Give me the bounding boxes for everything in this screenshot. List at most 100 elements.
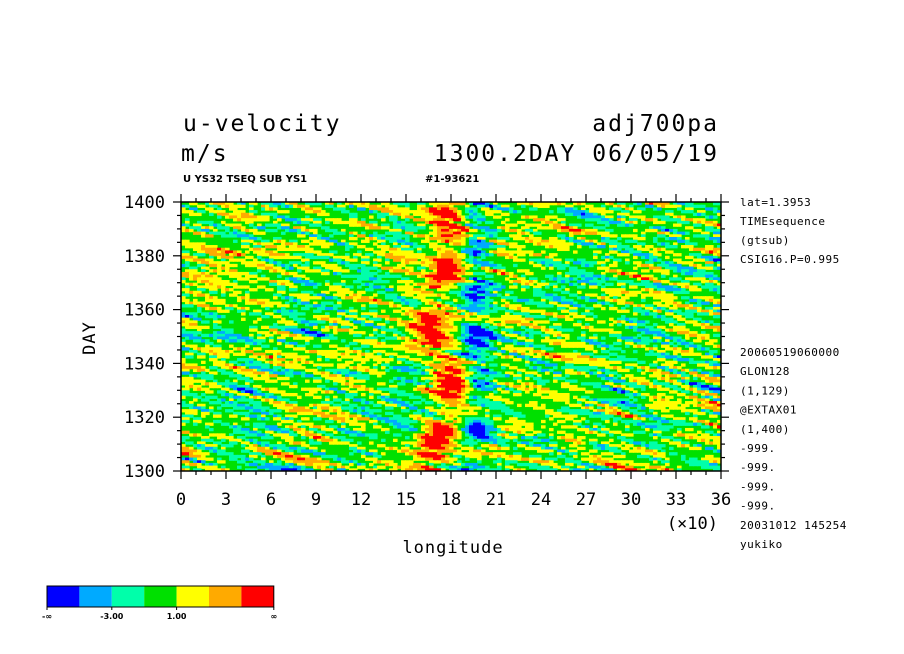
- heatmap-cell: [369, 215, 374, 219]
- heatmap-cell: [489, 325, 494, 330]
- heatmap-cell: [549, 202, 554, 206]
- heatmap-cell: [289, 352, 294, 356]
- heatmap-cell: [289, 245, 294, 249]
- heatmap-cell: [237, 285, 242, 289]
- heatmap-cell: [569, 306, 574, 311]
- heatmap-cell: [401, 368, 406, 373]
- heatmap-cell: [357, 223, 362, 227]
- heatmap-cell: [341, 239, 346, 243]
- heatmap-cell: [681, 202, 686, 206]
- heatmap-cell: [429, 317, 434, 321]
- heatmap-cell: [365, 226, 370, 230]
- heatmap-cell: [457, 358, 462, 362]
- heatmap-cell: [665, 336, 670, 340]
- heatmap-cell: [593, 231, 598, 235]
- heatmap-cell: [213, 325, 218, 330]
- heatmap-cell: [501, 304, 506, 308]
- heatmap-cell: [449, 236, 454, 241]
- heatmap-cell: [593, 255, 598, 260]
- heatmap-cell: [481, 226, 486, 230]
- heatmap-cell: [441, 296, 446, 300]
- heatmap-cell: [485, 226, 490, 230]
- heatmap-cell: [277, 236, 282, 241]
- heatmap-cell: [585, 204, 590, 208]
- heatmap-cell: [469, 368, 474, 373]
- heatmap-cell: [345, 290, 350, 295]
- heatmap-cell: [665, 269, 670, 273]
- heatmap-cell: [533, 258, 538, 262]
- heatmap-cell: [249, 336, 254, 340]
- heatmap-cell: [441, 239, 446, 243]
- heatmap-cell: [657, 290, 662, 295]
- heatmap-cell: [593, 282, 598, 286]
- heatmap-cell: [473, 236, 478, 241]
- heatmap-cell: [389, 255, 394, 260]
- heatmap-cell: [337, 269, 342, 273]
- heatmap-cell: [237, 271, 242, 276]
- heatmap-cell: [213, 352, 218, 356]
- heatmap-cell: [197, 347, 202, 351]
- heatmap-cell: [277, 355, 282, 359]
- heatmap-cell: [189, 210, 194, 214]
- heatmap-cell: [689, 309, 694, 313]
- heatmap-cell: [557, 210, 562, 214]
- heatmap-cell: [429, 245, 434, 249]
- heatmap-cell: [293, 304, 298, 308]
- heatmap-cell: [545, 263, 550, 268]
- heatmap-cell: [257, 312, 262, 316]
- heatmap-cell: [717, 231, 721, 235]
- heatmap-cell: [381, 274, 386, 278]
- heatmap-cell: [213, 263, 218, 268]
- heatmap-cell: [429, 341, 434, 346]
- heatmap-cell: [629, 341, 634, 346]
- heatmap-cell: [481, 298, 486, 303]
- heatmap-cell: [485, 314, 490, 319]
- heatmap-cell: [693, 344, 698, 348]
- heatmap-cell: [617, 293, 622, 297]
- heatmap-cell: [317, 212, 322, 217]
- heatmap-cell: [561, 210, 566, 214]
- heatmap-cell: [497, 333, 502, 338]
- heatmap-cell: [201, 293, 206, 297]
- heatmap-cell: [225, 280, 230, 284]
- heatmap-cell: [573, 304, 578, 308]
- heatmap-cell: [373, 314, 378, 319]
- heatmap-cell: [557, 333, 562, 338]
- heatmap-cell: [481, 204, 486, 208]
- heatmap-cell: [213, 333, 218, 338]
- heatmap-cell: [605, 296, 610, 300]
- heatmap-cell: [473, 250, 478, 254]
- heatmap-cell: [633, 317, 638, 321]
- heatmap-cell: [621, 282, 626, 286]
- heatmap-cell: [285, 331, 290, 335]
- heatmap-cell: [713, 363, 718, 367]
- heatmap-cell: [633, 210, 638, 214]
- heatmap-cell: [397, 360, 402, 364]
- heatmap-cell: [249, 261, 254, 265]
- heatmap-cell: [213, 247, 218, 252]
- heatmap-cell: [477, 288, 482, 292]
- heatmap-cell: [549, 255, 554, 260]
- heatmap-cell: [461, 239, 466, 243]
- heatmap-cell: [229, 328, 234, 332]
- heatmap-cell: [341, 309, 346, 313]
- heatmap-cell: [621, 317, 626, 321]
- heatmap-cell: [573, 349, 578, 354]
- heatmap-cell: [437, 344, 442, 348]
- heatmap-cell: [689, 285, 694, 289]
- heatmap-cell: [433, 220, 438, 225]
- heatmap-cell: [401, 234, 406, 238]
- heatmap-cell: [401, 336, 406, 340]
- heatmap-cell: [601, 231, 606, 235]
- heatmap-cell: [521, 298, 526, 303]
- heatmap-cell: [693, 220, 698, 225]
- heatmap-cell: [553, 288, 558, 292]
- heatmap-cell: [261, 226, 266, 230]
- heatmap-cell: [669, 296, 674, 300]
- heatmap-cell: [393, 242, 398, 246]
- heatmap-cell: [709, 223, 714, 227]
- heatmap-cell: [709, 226, 714, 230]
- heatmap-cell: [565, 226, 570, 230]
- heatmap-cell: [525, 344, 530, 348]
- heatmap-cell: [477, 242, 482, 246]
